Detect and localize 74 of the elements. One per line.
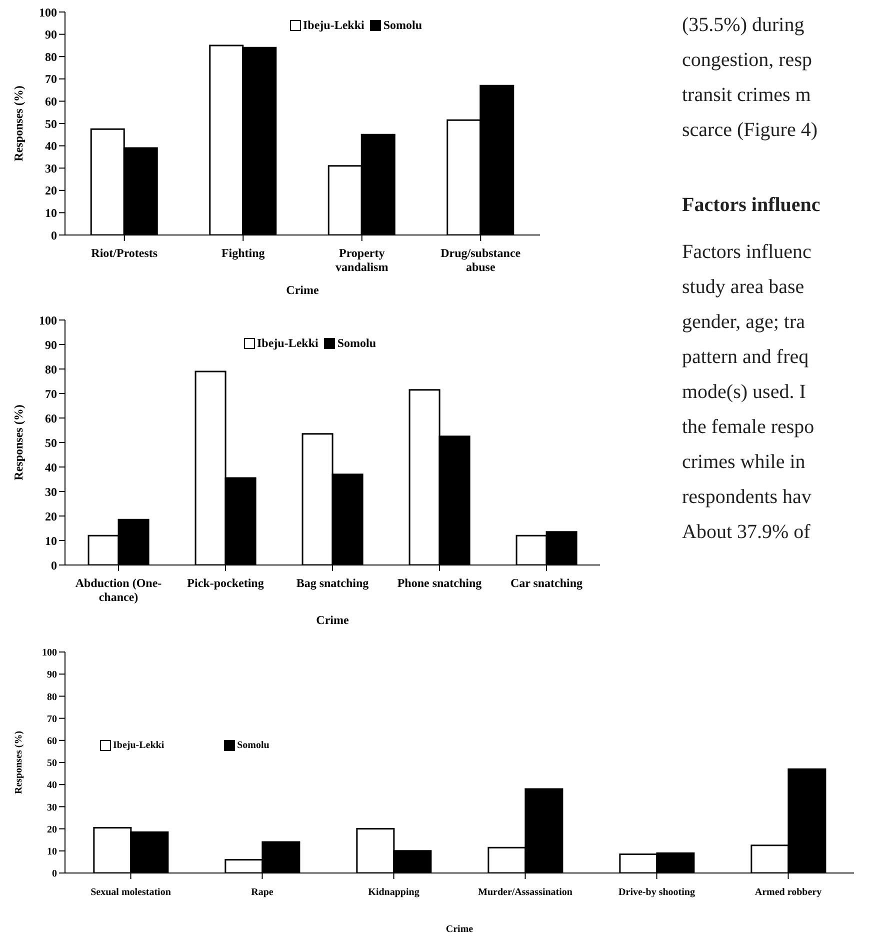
y-axis-title: Responses (%) xyxy=(11,86,26,162)
y-tick-label: 100 xyxy=(42,648,57,659)
text: pattern and freq xyxy=(682,345,810,370)
y-tick-label: 90 xyxy=(45,338,57,352)
y-tick-label: 100 xyxy=(39,313,57,328)
x-tick-label: Car snatching xyxy=(510,576,583,590)
text: Factors influenc xyxy=(682,193,822,218)
text: Factors influenc xyxy=(682,240,812,265)
x-tick-label: Murder/Assassination xyxy=(478,887,573,898)
y-tick-label: 70 xyxy=(45,72,57,86)
y-tick-label: 70 xyxy=(47,714,57,725)
legend-label: Somolu xyxy=(383,18,422,33)
y-axis-title: Responses (%) xyxy=(14,730,25,794)
x-tick-label: Rape xyxy=(251,887,274,898)
x-axis-title: Crime xyxy=(446,924,474,935)
y-tick-label: 50 xyxy=(45,436,57,450)
text: crimes while in xyxy=(682,450,806,475)
legend-label: Ibeju-Lekki xyxy=(256,336,318,351)
y-tick-label: 0 xyxy=(51,228,57,242)
y-tick-label: 60 xyxy=(45,94,57,108)
y-tick-label: 10 xyxy=(45,534,57,548)
x-tick-label: Drive-by shooting xyxy=(618,887,695,898)
legend-label: Ibeju-Lekki xyxy=(303,18,364,33)
y-tick-label: 20 xyxy=(45,509,57,524)
x-axis-title: Crime xyxy=(316,613,350,627)
legend-label: Somolu xyxy=(337,336,376,351)
legend-label: Somolu xyxy=(237,740,270,751)
y-tick-label: 100 xyxy=(39,5,57,20)
text: scarce (Figure 4) xyxy=(682,118,818,143)
x-tick-label: Abduction (One-chance) xyxy=(75,576,162,604)
text: gender, age; tra xyxy=(682,310,806,335)
y-tick-label: 60 xyxy=(45,411,57,426)
x-tick-label: Pick-pocketing xyxy=(187,576,264,590)
y-tick-label: 30 xyxy=(45,161,57,176)
y-tick-label: 50 xyxy=(47,758,57,770)
x-tick-label: Armed robbery xyxy=(754,887,822,898)
y-tick-label: 50 xyxy=(45,116,57,131)
y-tick-label: 90 xyxy=(45,28,57,42)
text: the female respo xyxy=(682,415,816,440)
y-tick-label: 30 xyxy=(47,802,57,814)
text: respondents hav xyxy=(682,485,812,510)
y-tick-label: 20 xyxy=(45,184,57,198)
text: study area base xyxy=(682,275,806,300)
text: mode(s) used. I xyxy=(682,380,807,405)
x-tick-label: Fighting xyxy=(221,246,265,260)
y-tick-label: 70 xyxy=(45,386,57,401)
x-tick-label: Phone snatching xyxy=(397,576,482,590)
y-tick-label: 30 xyxy=(45,484,57,499)
y-tick-label: 20 xyxy=(47,824,57,836)
y-tick-label: 10 xyxy=(45,206,57,220)
x-tick-label: Bag snatching xyxy=(296,576,369,590)
y-tick-label: 40 xyxy=(47,780,57,792)
text: congestion, resp xyxy=(682,48,813,73)
text: transit crimes m xyxy=(682,83,812,108)
x-tick-label: Property vandalism xyxy=(336,246,388,274)
y-tick-label: 0 xyxy=(52,868,57,880)
y-axis-title: Responses (%) xyxy=(11,404,26,480)
x-tick-label: Riot/Protests xyxy=(91,246,158,260)
x-tick-label: Sexual molestation xyxy=(90,887,172,898)
y-tick-label: 60 xyxy=(47,736,57,747)
x-tick-label: Kidnapping xyxy=(368,887,420,898)
x-tick-label: Drug/substance abuse xyxy=(440,246,522,274)
y-tick-label: 40 xyxy=(45,139,57,154)
y-tick-label: 40 xyxy=(45,460,57,474)
text: About 37.9% of xyxy=(682,520,812,545)
y-tick-label: 80 xyxy=(47,692,57,703)
legend-label: Ibeju-Lekki xyxy=(113,740,164,751)
y-tick-label: 0 xyxy=(51,558,57,572)
y-tick-label: 80 xyxy=(45,362,57,376)
y-tick-label: 10 xyxy=(47,846,57,858)
y-tick-label: 80 xyxy=(45,50,57,64)
y-tick-label: 90 xyxy=(47,670,57,681)
text: (35.5%) during xyxy=(682,13,806,38)
x-axis-title: Crime xyxy=(286,283,320,297)
